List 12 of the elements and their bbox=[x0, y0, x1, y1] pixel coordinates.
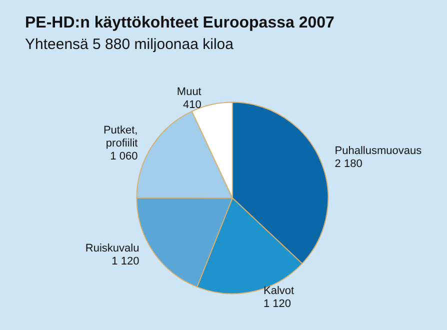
data-label: 410 bbox=[183, 99, 202, 112]
chart-title: PE-HD:n käyttökohteet Euroopassa 2007 bbox=[25, 14, 335, 32]
chart-subtitle: Yhteensä 5 880 miljoonaa kiloa bbox=[25, 36, 234, 53]
slice-label: Putket, profiilit bbox=[103, 124, 138, 150]
slice-label: Puhallusmuovaus bbox=[334, 145, 422, 158]
data-label: 2 180 bbox=[334, 158, 362, 170]
data-label: 1 120 bbox=[112, 255, 140, 268]
slice-label: Muut bbox=[176, 86, 202, 98]
slice-label: Kalvot bbox=[264, 284, 294, 297]
data-label: 1 060 bbox=[110, 150, 138, 162]
data-label: 1 120 bbox=[264, 298, 292, 310]
slice-label: Ruiskuvalu bbox=[85, 242, 140, 254]
